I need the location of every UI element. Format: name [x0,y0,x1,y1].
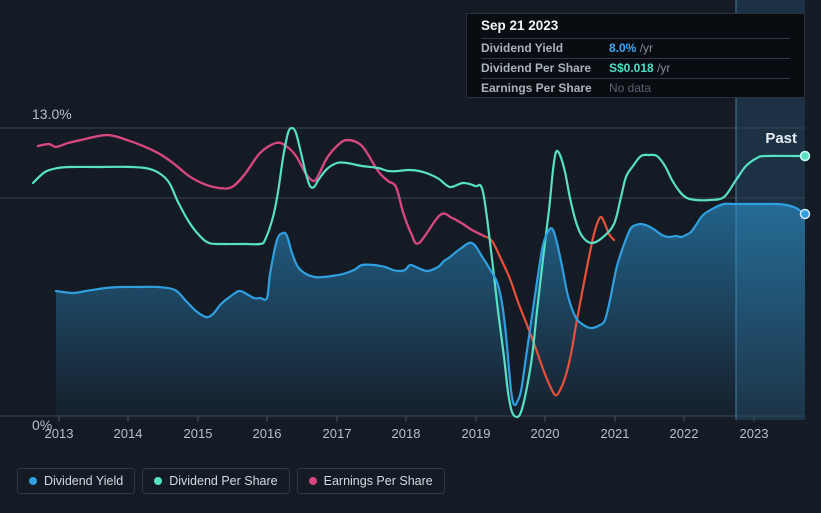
svg-text:2019: 2019 [462,426,491,441]
svg-text:2020: 2020 [531,426,560,441]
svg-text:2015: 2015 [184,426,213,441]
svg-text:13.0%: 13.0% [32,106,72,122]
svg-text:2016: 2016 [253,426,282,441]
svg-text:2021: 2021 [601,426,630,441]
svg-text:2017: 2017 [323,426,352,441]
svg-text:2014: 2014 [114,426,143,441]
svg-text:2023: 2023 [740,426,769,441]
svg-text:2013: 2013 [45,426,74,441]
svg-text:Past: Past [765,130,797,147]
svg-text:2018: 2018 [392,426,421,441]
svg-text:2022: 2022 [670,426,699,441]
